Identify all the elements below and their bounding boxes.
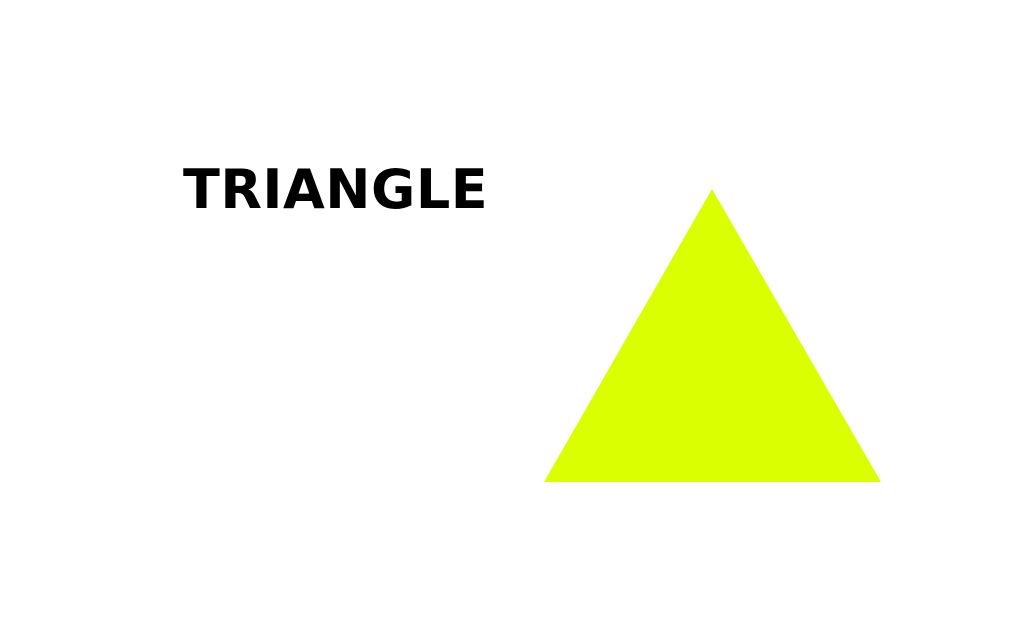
triangle-shape — [544, 189, 881, 482]
shape-label: TRIANGLE — [183, 158, 489, 221]
